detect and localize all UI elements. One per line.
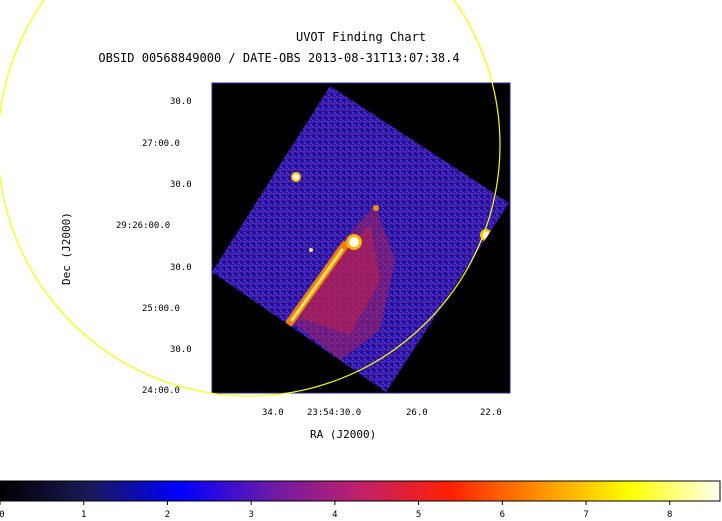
x-tick: 23:54:30.0 xyxy=(307,408,362,418)
bat-error-circle xyxy=(0,0,501,397)
y-tick: 30.0 xyxy=(170,97,192,107)
y-tick: 30.0 xyxy=(170,180,192,190)
colorbar-tick-label: 4 xyxy=(332,510,337,520)
colorbar-tick-label: 0 xyxy=(0,510,5,520)
y-tick: 29:26:00.0 xyxy=(116,221,171,231)
colorbar-tick-label: 2 xyxy=(165,510,170,520)
colorbar xyxy=(0,480,721,502)
x-axis-label: RA (J2000) xyxy=(310,428,377,441)
y-tick: 30.0 xyxy=(170,263,192,273)
colorbar-tick-label: 1 xyxy=(81,510,86,520)
y-tick: 27:00.0 xyxy=(142,139,180,149)
y-tick: 24:00.0 xyxy=(142,386,180,396)
x-tick: 22.0 xyxy=(480,408,502,418)
colorbar-ticks: 0 1 2 3 4 5 6 7 8 xyxy=(0,501,672,520)
colorbar-tick-label: 6 xyxy=(500,510,505,520)
x-tick: 26.0 xyxy=(406,408,428,418)
x-tick: 34.0 xyxy=(262,408,284,418)
colorbar-tick-label: 8 xyxy=(667,510,672,520)
y-axis-label: Dec (J2000) xyxy=(60,212,73,285)
diffuse-emission xyxy=(292,205,395,360)
y-tick: 25:00.0 xyxy=(142,304,180,314)
chart-subtitle: OBSID 00568849000 / DATE-OBS 2013-08-31T… xyxy=(98,51,460,65)
colorbar-tick-label: 7 xyxy=(583,510,588,520)
colorbar-tick-label: 5 xyxy=(416,510,421,520)
colorbar-tick-label: 3 xyxy=(248,510,253,520)
y-tick: 30.0 xyxy=(170,345,192,355)
chart-title: UVOT Finding Chart xyxy=(295,30,427,44)
